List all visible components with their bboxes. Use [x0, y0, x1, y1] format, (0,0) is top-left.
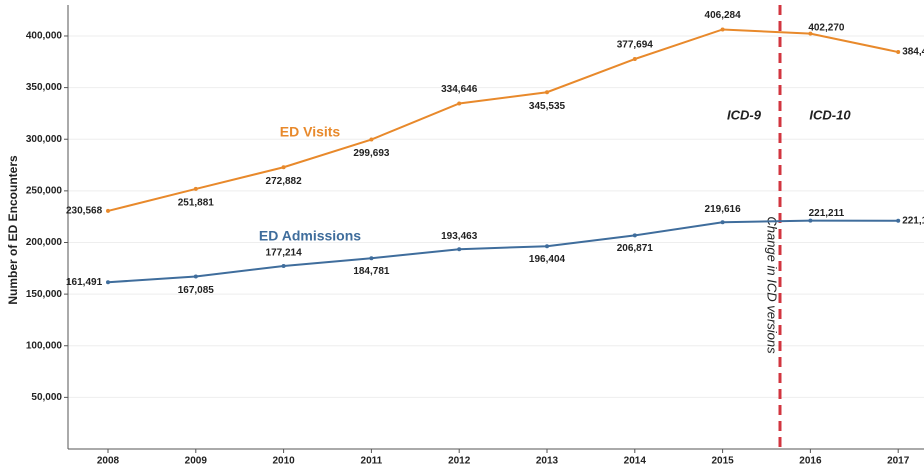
legend-label: ED Visits: [280, 124, 341, 140]
y-tick-label: 300,000: [26, 134, 63, 145]
value-label: 345,535: [529, 101, 566, 112]
series-line: [107, 219, 899, 284]
value-label: 251,881: [178, 198, 215, 209]
value-label: 221,211: [809, 208, 845, 219]
y-tick-label: 150,000: [26, 289, 63, 300]
annotation: Change in ICD versions: [765, 216, 780, 354]
point: [545, 244, 549, 249]
x-tick-label: 2010: [272, 456, 295, 467]
series-line: [107, 28, 899, 212]
value-label: 272,882: [266, 176, 303, 187]
point: [281, 264, 286, 269]
annotation: ICD-9: [727, 107, 762, 122]
x-tick-label: 2009: [185, 456, 208, 467]
point: [632, 57, 637, 62]
point: [457, 247, 462, 252]
value-label: 402,270: [808, 22, 845, 33]
point: [896, 50, 901, 55]
point: [193, 274, 198, 279]
point: [193, 186, 198, 191]
value-label: 219,616: [705, 204, 742, 215]
point: [457, 101, 462, 106]
value-label: 334,646: [441, 84, 478, 95]
value-label: 177,214: [266, 248, 303, 259]
value-label: 161,491: [66, 277, 103, 288]
point: [808, 218, 813, 223]
value-label: 196,404: [529, 254, 566, 265]
point: [281, 165, 286, 170]
value-label: 377,694: [617, 40, 654, 51]
point: [369, 137, 374, 142]
y-tick-label: 400,000: [26, 31, 63, 42]
y-tick-label: 200,000: [26, 237, 63, 248]
annotation: ICD-10: [809, 107, 851, 122]
x-tick-label: 2011: [361, 456, 383, 467]
x-tick-label: 2012: [448, 456, 471, 467]
x-tick-label: 2014: [624, 456, 647, 467]
x-tick-label: 2016: [799, 456, 822, 467]
point: [369, 256, 374, 261]
value-label: 230,568: [66, 206, 103, 217]
value-label: 193,463: [441, 231, 478, 242]
value-label: 299,693: [353, 148, 390, 159]
point: [720, 27, 725, 32]
y-tick-label: 350,000: [26, 82, 63, 93]
point: [106, 208, 110, 213]
point: [808, 31, 813, 36]
y-tick-label: 250,000: [26, 186, 63, 197]
point: [632, 233, 637, 238]
x-tick-label: 2015: [711, 456, 734, 467]
value-label: 206,871: [617, 243, 654, 254]
point: [720, 220, 725, 225]
value-label: 406,284: [705, 10, 742, 21]
value-label: 167,085: [178, 285, 215, 296]
point: [545, 90, 549, 95]
x-tick-label: 2008: [97, 456, 120, 467]
x-tick-label: 2017: [887, 456, 910, 467]
y-axis-title: Number of ED Encounters: [6, 155, 20, 305]
y-tick-label: 50,000: [31, 392, 62, 403]
value-label: 184,781: [353, 266, 390, 277]
point: [896, 218, 901, 223]
value-label: 221,101: [902, 215, 924, 226]
point: [106, 280, 110, 285]
value-label: 384,430: [902, 47, 924, 58]
legend-label: ED Admissions: [259, 228, 361, 244]
y-tick-label: 100,000: [26, 340, 63, 351]
x-tick-label: 2013: [536, 456, 559, 467]
